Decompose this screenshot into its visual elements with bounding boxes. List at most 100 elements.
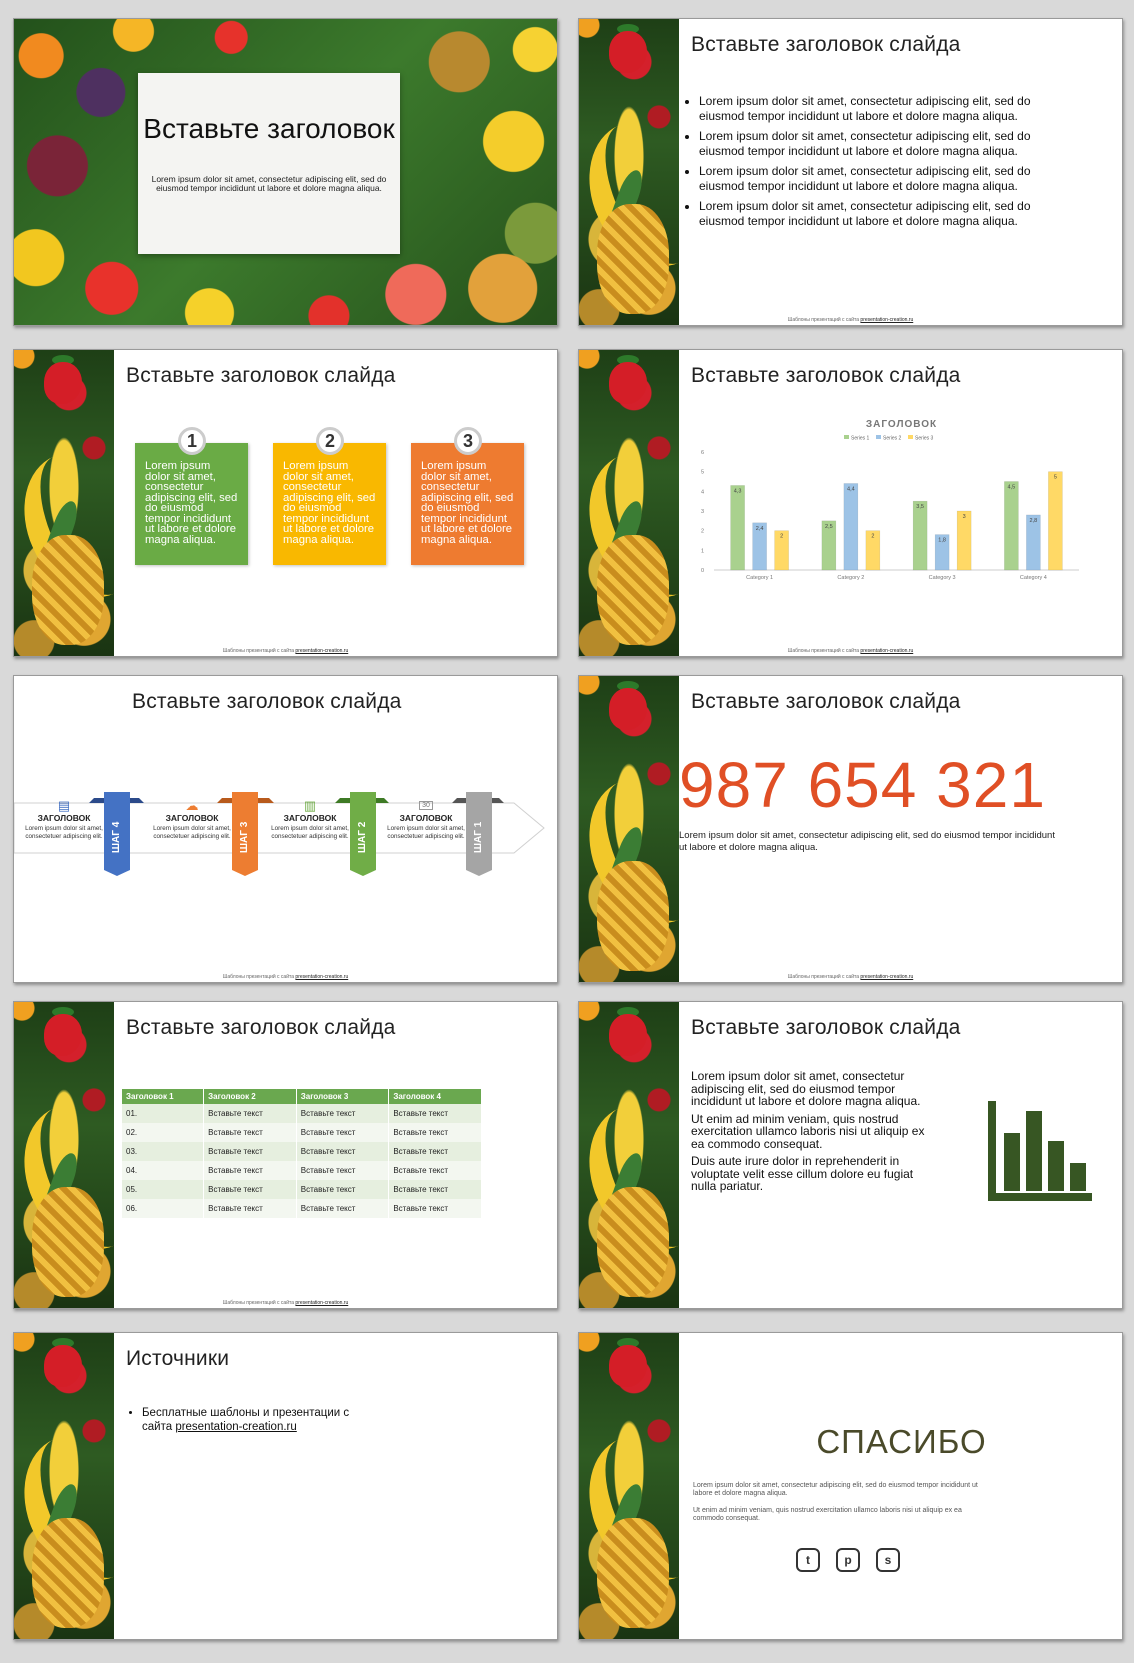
step-box-1: ▤ ЗАГОЛОВОК Lorem ipsum dolor sit amet, …	[25, 798, 103, 841]
info-card-3: Lorem ipsum dolor sit amet, consectetur …	[411, 443, 524, 565]
x-tick-label: Category 1	[746, 575, 773, 581]
data-table: Заголовок 1 Заголовок 2 Заголовок 3 Заго…	[122, 1089, 482, 1218]
y-tick-label: 3	[701, 509, 704, 515]
source-link[interactable]: presentation-creation.ru	[175, 1421, 297, 1433]
data-label: 2	[780, 534, 783, 540]
slide-2-title: Вставьте заголовок слайда	[691, 33, 961, 56]
slide-2[interactable]: Вставьте заголовок слайда Lorem ipsum do…	[578, 18, 1123, 326]
footer-link[interactable]: presentation-creation.ru	[295, 1300, 349, 1306]
legend-label: Series 3	[915, 436, 934, 442]
x-tick-label: Category 2	[837, 575, 864, 581]
slide-7[interactable]: Вставьте заголовок слайда Заголовок 1 За…	[13, 1001, 558, 1309]
y-tick-label: 2	[701, 529, 704, 535]
slide-footer: Шаблоны презентаций с сайта presentation…	[222, 974, 349, 980]
slide-6[interactable]: Вставьте заголовок слайда 987 654 321 Lo…	[578, 675, 1123, 983]
footer-link[interactable]: presentation-creation.ru	[295, 974, 349, 980]
data-label: 2	[871, 534, 874, 540]
legend-label: Series 1	[851, 436, 870, 442]
chart-bar	[730, 485, 745, 571]
chart-bar	[912, 500, 928, 571]
table-row: 01. Вставьте текст Вставьте текст Вставьте …	[122, 1104, 482, 1123]
step-box-3: ▥ ЗАГОЛОВОК Lorem ipsum dolor sit amet, …	[271, 798, 349, 841]
bar-chart: Series 1 Series 2 Series 3 0 1 2 3 4 5 6 4,3 2,4 2 Ca…	[701, 435, 1079, 581]
chart-bar	[956, 510, 972, 571]
chart-bar	[1004, 481, 1019, 571]
chart-bar	[843, 483, 859, 571]
slide-10[interactable]: СПАСИБО Lorem ipsum dolor sit amet, cons…	[578, 1332, 1123, 1640]
x-tick-label: Category 3	[929, 575, 956, 581]
card-number-3: 3	[454, 427, 482, 455]
skype-icon[interactable]: s	[876, 1548, 900, 1572]
step-box-2: ☁ ЗАГОЛОВОК Lorem ipsum dolor sit amet, …	[153, 798, 231, 841]
legend-swatch	[908, 435, 913, 439]
slide-footer: Шаблоны презентаций с сайта presentation…	[787, 648, 914, 654]
title-card: Вставьте заголовок Lorem ipsum dolor sit…	[138, 73, 400, 254]
bullet-item: Lorem ipsum dolor sit amet, consectetur …	[699, 129, 1079, 159]
x-tick-label: Category 4	[1020, 575, 1047, 581]
legend-label: Series 2	[883, 436, 902, 442]
paragraph: Ut enim ad minim veniam, quis nostrud ex…	[691, 1111, 925, 1151]
footer-link[interactable]: presentation-creation.ru	[860, 648, 914, 654]
slide-9[interactable]: Источники Бесплатные шаблоны и презентац…	[13, 1332, 558, 1640]
y-tick-label: 6	[701, 450, 704, 456]
slide-8-title: Вставьте заголовок слайда	[691, 1016, 961, 1039]
data-label: 4,4	[847, 486, 855, 492]
y-tick-label: 5	[701, 470, 704, 476]
slide-footer: Шаблоны презентаций с сайта presentation…	[222, 1300, 349, 1306]
legend-swatch	[876, 435, 881, 439]
slide-8[interactable]: Вставьте заголовок слайда Lorem ipsum do…	[578, 1001, 1123, 1309]
fruit-strip-image	[14, 1002, 114, 1308]
bullet-item: Lorem ipsum dolor sit amet, consectetur …	[699, 94, 1079, 124]
chart-bar	[774, 530, 789, 571]
table-row: 04. Вставьте текст Вставьте текст Вставьте …	[122, 1161, 482, 1180]
footer-link[interactable]: presentation-creation.ru	[295, 648, 349, 654]
pinterest-icon[interactable]: p	[836, 1548, 860, 1572]
data-label: 4,3	[734, 488, 742, 494]
slide-4[interactable]: Вставьте заголовок слайда ЗАГОЛОВОК Seri…	[578, 349, 1123, 657]
source-item: Бесплатные шаблоны и презентации с сайта…	[142, 1406, 382, 1434]
data-label: 2,8	[1030, 518, 1038, 524]
step-ribbon-1: ШАГ 1	[466, 792, 492, 876]
chart-bar	[1026, 514, 1041, 571]
table-header: Заголовок 1	[122, 1089, 205, 1104]
twitter-icon[interactable]: t	[796, 1548, 820, 1572]
fruit-strip-image	[14, 1333, 114, 1639]
data-label: 3	[963, 514, 966, 520]
cloud-icon: ☁	[185, 798, 199, 813]
data-label: 3,5	[916, 504, 924, 510]
bullet-list: Lorem ipsum dolor sit amet, consectetur …	[687, 94, 1079, 234]
slide-1-title: Вставьте заголовок	[143, 113, 395, 144]
big-number: 987 654 321	[679, 749, 1046, 821]
slide-3[interactable]: Вставьте заголовок слайда Lorem ipsum do…	[13, 349, 558, 657]
chart-title: ЗАГОЛОВОК	[865, 419, 938, 430]
y-tick-label: 0	[701, 568, 704, 574]
calendar-icon: 30	[386, 799, 466, 813]
info-card-1: Lorem ipsum dolor sit amet, consectetur …	[135, 443, 248, 565]
bullet-item: Lorem ipsum dolor sit amet, consectetur …	[699, 199, 1079, 229]
step-ribbon-4: ШАГ 4	[104, 792, 130, 876]
fruit-strip-image	[579, 1333, 679, 1639]
slide-footer: Шаблоны презентаций с сайта presentation…	[787, 974, 914, 980]
table-header: Заголовок 4	[388, 1089, 482, 1104]
step-ribbon-3: ШАГ 3	[232, 792, 258, 876]
sources-list: Бесплатные шаблоны и презентации с сайта…	[126, 1406, 382, 1434]
number-description: Lorem ipsum dolor sit amet, consectetur …	[679, 830, 1055, 853]
fruit-strip-image	[579, 350, 679, 656]
slide-footer: Шаблоны презентаций с сайта presentation…	[222, 648, 349, 654]
step-box-4: 30 ЗАГОЛОВОК Lorem ipsum dolor sit amet,…	[386, 799, 466, 841]
thanks-paragraph-2: Ut enim ad minim veniam, quis nostrud ex…	[693, 1507, 962, 1522]
footer-link[interactable]: presentation-creation.ru	[860, 317, 914, 323]
arrow-band	[14, 798, 545, 854]
data-label: 1,8	[938, 538, 946, 544]
books-icon: ▥	[303, 798, 317, 813]
chart-bar	[1048, 471, 1063, 571]
footer-link[interactable]: presentation-creation.ru	[860, 974, 914, 980]
table-header: Заголовок 2	[203, 1089, 297, 1104]
text-block: Lorem ipsum dolor sit amet, consectetur …	[691, 1070, 936, 1198]
slide-5[interactable]: Вставьте заголовок слайда ШАГ 4 ШАГ 3 ША…	[13, 675, 558, 983]
slide-1[interactable]: Вставьте заголовок Lorem ipsum dolor sit…	[13, 18, 558, 326]
info-card-2: Lorem ipsum dolor sit amet, consectetur …	[273, 443, 386, 565]
bar-chart-icon	[988, 1101, 1092, 1201]
legend-swatch	[844, 435, 849, 439]
table-row: 03. Вставьте текст Вставьте текст Вставьте …	[122, 1142, 482, 1161]
